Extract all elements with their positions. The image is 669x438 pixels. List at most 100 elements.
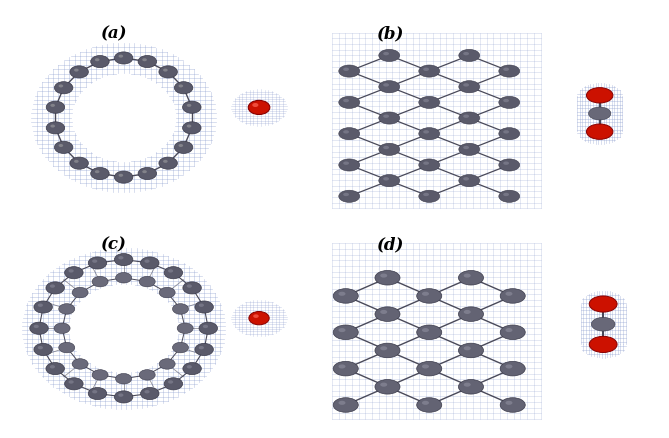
- Circle shape: [187, 105, 191, 108]
- Circle shape: [500, 325, 525, 340]
- Circle shape: [506, 364, 512, 369]
- Circle shape: [159, 288, 175, 298]
- Circle shape: [499, 97, 520, 109]
- Circle shape: [139, 277, 155, 287]
- Circle shape: [175, 82, 193, 95]
- Circle shape: [423, 68, 429, 72]
- Circle shape: [463, 146, 469, 150]
- Circle shape: [380, 310, 387, 314]
- Text: (c): (c): [102, 236, 127, 253]
- Circle shape: [116, 374, 132, 384]
- Circle shape: [419, 159, 440, 172]
- Circle shape: [175, 142, 193, 154]
- Circle shape: [50, 125, 55, 128]
- Circle shape: [252, 104, 258, 108]
- Circle shape: [92, 390, 97, 393]
- Circle shape: [177, 323, 193, 334]
- Circle shape: [118, 393, 124, 397]
- Text: (b): (b): [377, 25, 405, 42]
- Circle shape: [199, 304, 204, 307]
- Circle shape: [339, 128, 360, 141]
- Circle shape: [68, 381, 74, 384]
- Circle shape: [500, 361, 525, 376]
- Circle shape: [74, 69, 79, 72]
- Circle shape: [164, 378, 183, 390]
- Circle shape: [163, 69, 168, 72]
- Circle shape: [114, 391, 133, 403]
- Circle shape: [422, 364, 429, 369]
- Circle shape: [379, 50, 399, 62]
- Circle shape: [591, 318, 615, 331]
- Circle shape: [114, 254, 133, 266]
- Circle shape: [199, 346, 204, 350]
- Circle shape: [419, 191, 440, 203]
- Circle shape: [419, 66, 440, 78]
- Circle shape: [333, 398, 359, 412]
- Circle shape: [142, 171, 147, 174]
- Circle shape: [339, 97, 360, 109]
- Circle shape: [88, 257, 107, 269]
- Circle shape: [459, 50, 480, 62]
- Circle shape: [419, 97, 440, 109]
- Circle shape: [199, 322, 217, 335]
- Circle shape: [34, 344, 52, 356]
- Circle shape: [46, 102, 65, 114]
- Circle shape: [499, 191, 520, 203]
- Circle shape: [463, 178, 469, 181]
- Circle shape: [375, 380, 400, 394]
- Circle shape: [70, 67, 88, 79]
- Circle shape: [92, 277, 108, 287]
- Circle shape: [379, 81, 399, 94]
- Circle shape: [339, 401, 345, 405]
- Circle shape: [464, 310, 471, 314]
- Circle shape: [65, 267, 83, 279]
- Circle shape: [203, 325, 208, 328]
- Circle shape: [343, 162, 349, 166]
- Circle shape: [183, 102, 201, 114]
- Circle shape: [92, 370, 108, 380]
- Circle shape: [118, 56, 123, 59]
- Circle shape: [375, 343, 400, 358]
- Circle shape: [423, 131, 429, 134]
- Circle shape: [50, 285, 55, 288]
- Text: (a): (a): [101, 25, 128, 42]
- Circle shape: [379, 144, 399, 156]
- Circle shape: [145, 390, 150, 393]
- Circle shape: [458, 271, 484, 286]
- Circle shape: [464, 383, 471, 387]
- Circle shape: [333, 289, 359, 304]
- Circle shape: [459, 175, 480, 187]
- Circle shape: [423, 162, 429, 166]
- Circle shape: [589, 296, 617, 312]
- Circle shape: [183, 282, 201, 294]
- Circle shape: [68, 269, 74, 273]
- Circle shape: [339, 66, 360, 78]
- Circle shape: [383, 53, 389, 56]
- Circle shape: [46, 123, 65, 134]
- Circle shape: [458, 343, 484, 358]
- Circle shape: [59, 85, 63, 88]
- Circle shape: [249, 312, 269, 325]
- Circle shape: [459, 81, 480, 94]
- Circle shape: [138, 57, 157, 68]
- Circle shape: [503, 68, 509, 72]
- Circle shape: [116, 273, 132, 283]
- Circle shape: [59, 304, 75, 314]
- Circle shape: [383, 146, 389, 150]
- Circle shape: [464, 274, 471, 278]
- Circle shape: [463, 84, 469, 88]
- Circle shape: [383, 115, 389, 119]
- Circle shape: [34, 301, 52, 313]
- Circle shape: [503, 99, 509, 103]
- Circle shape: [339, 328, 345, 332]
- Circle shape: [343, 193, 349, 197]
- Circle shape: [138, 168, 157, 180]
- Circle shape: [159, 359, 175, 369]
- Circle shape: [503, 193, 509, 197]
- Circle shape: [118, 257, 124, 260]
- Circle shape: [339, 191, 360, 203]
- Circle shape: [506, 328, 512, 332]
- Circle shape: [464, 346, 471, 350]
- Circle shape: [503, 162, 509, 166]
- Circle shape: [383, 84, 389, 88]
